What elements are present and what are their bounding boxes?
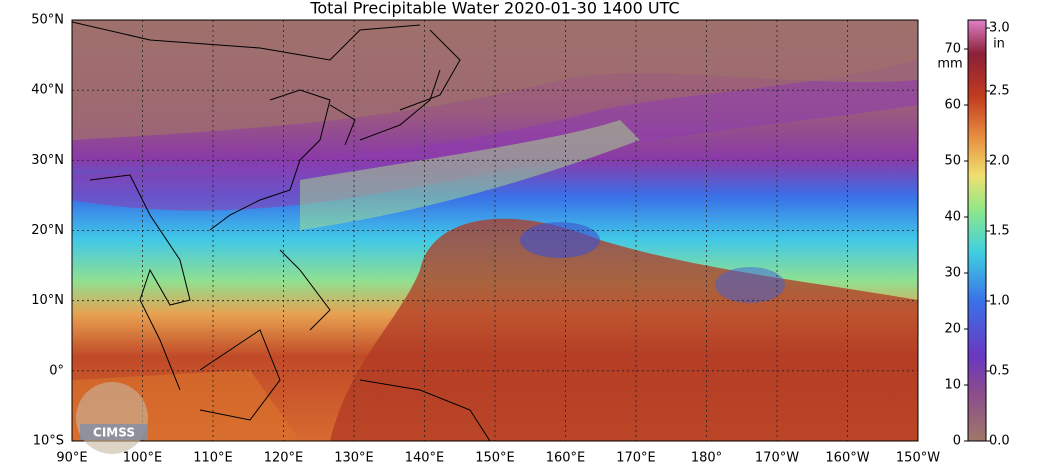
lat-label: 10°S [33,434,64,449]
lon-label: 140°E [405,451,445,466]
colorbar-mm-label: 70 [944,42,961,57]
lon-label: 180° [691,451,722,466]
colorbar-mm-label: 10 [944,378,961,393]
lat-label: 10°N [31,293,64,308]
lon-label: 90°E [56,451,87,466]
logo-band [80,424,148,440]
coastlines [72,21,491,441]
logo-text: CIMSS [93,426,135,440]
colorbar-unit-mm: mm [937,57,962,72]
colorbar-mm-label: 20 [944,322,961,337]
colorbar-in-label: 3.0 [989,21,1010,36]
dry-spot [520,222,600,258]
colorbar-in-label: 2.0 [989,154,1010,169]
lat-label: 0° [49,363,64,378]
dry-spot [715,267,785,303]
map-frame [71,19,919,442]
logo-globe [76,382,148,454]
colorbar-mm-label: 60 [944,98,961,113]
lon-label: 170°E [616,451,656,466]
moist-south [330,218,918,441]
colorbar-mm-label: 40 [944,210,961,225]
lat-label: 40°N [31,83,64,98]
colorbar-in-label: 1.5 [989,224,1010,239]
colorbar-unit-in: in [993,37,1005,52]
lon-label: 150°E [475,451,515,466]
lon-label: 170°W [755,451,799,466]
colorbar-mm-label: 30 [944,266,961,281]
lon-label: 150°W [896,451,940,466]
lon-label: 100°E [123,451,163,466]
lon-label: 160°W [825,451,869,466]
graticule [72,20,918,441]
tpw-field [72,20,918,441]
colorbar-in-label: 0.5 [989,364,1010,379]
colorbar-mm-label: 0 [953,434,961,449]
lat-label: 30°N [31,153,64,168]
map-title: Total Precipitable Water 2020-01-30 1400… [309,0,679,18]
lon-label: 130°E [334,451,374,466]
lon-label: 110°E [193,451,233,466]
colorbar-mm-label: 50 [944,154,961,169]
moist-plume [300,120,640,230]
colorbar-in-label: 0.0 [989,434,1010,449]
colorbar-in-label: 1.0 [989,294,1010,309]
lat-label: 20°N [31,223,64,238]
lon-label: 160°E [546,451,586,466]
logo: CIMSS [76,382,148,454]
lat-label: 50°N [31,13,64,28]
lon-label: 120°E [264,451,304,466]
colorbar-in-label: 2.5 [989,84,1010,99]
colorbar [967,19,987,442]
